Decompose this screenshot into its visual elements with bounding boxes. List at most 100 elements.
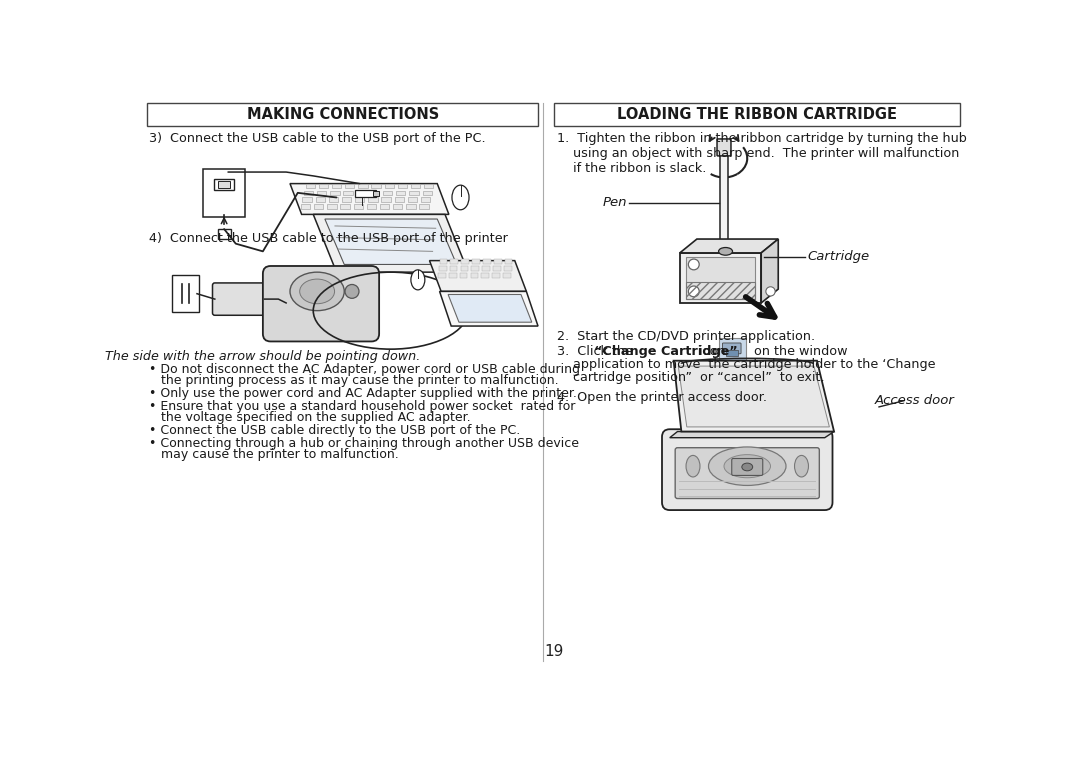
Text: • Only use the power cord and AC Adapter supplied with the printer.: • Only use the power cord and AC Adapter… [149, 387, 577, 400]
Polygon shape [291, 184, 449, 214]
Text: 3.  Click the: 3. Click the [557, 345, 642, 358]
Bar [461, 259, 469, 264]
Text: 2.  Start the CD/DVD printer application.: 2. Start the CD/DVD printer application. [557, 330, 815, 343]
Bar [328, 198, 338, 202]
Bar [438, 273, 446, 277]
Bar [440, 259, 447, 264]
Polygon shape [440, 291, 538, 326]
Text: • Do not disconnect the AC Adapter, power cord or USB cable during: • Do not disconnect the AC Adapter, powe… [149, 363, 580, 376]
Circle shape [688, 286, 699, 297]
Text: The side with the arrow should be pointing down.: The side with the arrow should be pointi… [105, 350, 420, 363]
FancyBboxPatch shape [720, 155, 728, 240]
Circle shape [766, 287, 775, 296]
Bar [424, 184, 433, 188]
Polygon shape [674, 361, 834, 432]
Circle shape [345, 284, 359, 299]
Text: on the window: on the window [750, 345, 847, 358]
Ellipse shape [451, 185, 469, 210]
Text: Pen: Pen [603, 196, 627, 209]
FancyBboxPatch shape [213, 283, 267, 315]
Bar [410, 184, 420, 188]
Ellipse shape [686, 455, 700, 477]
Bar [472, 259, 480, 264]
FancyBboxPatch shape [717, 139, 731, 156]
Bar [482, 266, 490, 271]
Text: • Ensure that you use a standard household power socket  rated for: • Ensure that you use a standard househo… [149, 400, 576, 413]
Bar [408, 198, 417, 202]
Polygon shape [430, 261, 526, 291]
Polygon shape [720, 240, 728, 253]
Text: “Change Cartridge”: “Change Cartridge” [594, 345, 738, 358]
FancyBboxPatch shape [355, 190, 376, 197]
Bar [504, 259, 512, 264]
Bar [406, 204, 416, 209]
Bar [460, 266, 469, 271]
Bar [450, 259, 458, 264]
Bar [355, 198, 364, 202]
Ellipse shape [291, 272, 345, 311]
Bar [369, 191, 379, 195]
Bar [345, 184, 354, 188]
Bar [419, 204, 429, 209]
Bar [397, 184, 407, 188]
Text: icon: icon [691, 345, 726, 358]
FancyBboxPatch shape [679, 253, 761, 303]
Bar [422, 191, 432, 195]
Bar [372, 184, 380, 188]
Bar [315, 198, 325, 202]
Text: the printing process as it may cause the printer to malfunction.: the printing process as it may cause the… [149, 374, 558, 387]
FancyBboxPatch shape [726, 350, 738, 356]
FancyBboxPatch shape [262, 266, 379, 341]
FancyBboxPatch shape [686, 257, 755, 299]
Bar [504, 266, 512, 271]
Bar [342, 198, 351, 202]
Ellipse shape [708, 447, 786, 486]
FancyBboxPatch shape [718, 338, 746, 360]
Bar [303, 191, 313, 195]
Bar [494, 266, 501, 271]
Bar [393, 204, 403, 209]
Bar [301, 204, 310, 209]
Polygon shape [670, 432, 834, 438]
Bar [449, 266, 458, 271]
Polygon shape [448, 294, 531, 322]
Bar [381, 198, 391, 202]
FancyBboxPatch shape [732, 458, 762, 476]
Text: MAKING CONNECTIONS: MAKING CONNECTIONS [246, 107, 438, 122]
Bar [368, 198, 378, 202]
Bar [367, 204, 376, 209]
Text: 4)  Connect the USB cable to the USB port of the printer: 4) Connect the USB cable to the USB port… [149, 232, 508, 245]
FancyBboxPatch shape [147, 103, 538, 126]
Bar [302, 198, 312, 202]
FancyBboxPatch shape [218, 181, 230, 188]
Bar [359, 184, 367, 188]
Text: application to move  the cartridge holder to the ‘Change: application to move the cartridge holder… [557, 359, 936, 372]
Ellipse shape [410, 270, 424, 290]
Bar [327, 204, 337, 209]
Bar [314, 204, 323, 209]
FancyBboxPatch shape [172, 275, 199, 312]
Bar [396, 191, 405, 195]
Circle shape [688, 259, 699, 270]
Bar [384, 184, 394, 188]
Bar [471, 273, 478, 277]
FancyBboxPatch shape [217, 229, 231, 239]
Text: may cause the printer to malfunction.: may cause the printer to malfunction. [149, 448, 399, 461]
Bar [340, 204, 350, 209]
Bar [460, 273, 468, 277]
Bar [438, 266, 446, 271]
Text: • Connect the USB cable directly to the USB port of the PC.: • Connect the USB cable directly to the … [149, 424, 521, 437]
Bar [319, 184, 328, 188]
Bar [409, 191, 419, 195]
Text: 1.  Tighten the ribbon in the ribbon cartridge by turning the hub
    using an o: 1. Tighten the ribbon in the ribbon cart… [557, 132, 968, 175]
Polygon shape [679, 239, 779, 253]
Ellipse shape [795, 455, 809, 477]
Bar [482, 273, 489, 277]
Polygon shape [678, 366, 829, 427]
Bar [330, 191, 339, 195]
Bar [471, 266, 480, 271]
Polygon shape [325, 219, 457, 264]
Text: Cartridge: Cartridge [808, 250, 869, 263]
FancyBboxPatch shape [203, 169, 245, 217]
Bar [343, 191, 353, 195]
